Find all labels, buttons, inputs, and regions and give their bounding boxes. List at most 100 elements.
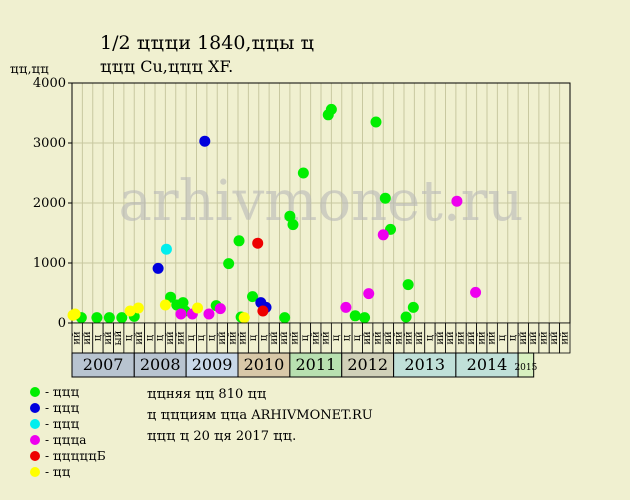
month-label: ий (528, 331, 539, 345)
data-point (116, 312, 128, 324)
month-label: ц (186, 334, 197, 341)
data-point (203, 308, 215, 320)
legend-dot-icon (30, 387, 40, 397)
data-point (402, 279, 414, 291)
month-label: ц (248, 334, 259, 341)
data-points (67, 103, 482, 324)
legend-label: - ҵҵҵа (45, 433, 87, 447)
data-point (297, 167, 309, 179)
year-label: 2014 (467, 355, 508, 374)
legend-label: - ҵҵҵҵҵБ (45, 449, 106, 463)
data-point (132, 302, 144, 314)
data-point (214, 303, 226, 315)
month-label: ий (476, 331, 487, 345)
data-point (284, 210, 296, 222)
month-label: ий (175, 331, 186, 345)
note-date: ҵҵҵ ҵ 20 ҵя 2017 ҵҵ. (147, 429, 297, 444)
month-label: ий (321, 331, 332, 345)
legend-dot-icon (30, 419, 40, 429)
year-label: 2015 (514, 363, 537, 373)
month-label: ий (559, 331, 570, 345)
month-label: ий (165, 331, 176, 345)
data-point (279, 312, 291, 324)
month-label: ц (424, 334, 435, 341)
y-tick-label: 1000 (33, 256, 66, 271)
legend-label: - ҵҵҵ (45, 385, 80, 399)
data-point (363, 288, 375, 300)
legend-dot-icon (30, 451, 40, 461)
data-point (287, 219, 299, 231)
month-label: ий (373, 331, 384, 345)
grid-lines (71, 82, 571, 324)
data-point (470, 286, 482, 298)
data-point (159, 299, 171, 311)
data-point (370, 116, 382, 128)
legend-item: - ҵҵҵ (30, 384, 106, 400)
month-cell (559, 322, 571, 354)
month-label: ц (300, 334, 311, 341)
month-label: ий (414, 331, 425, 345)
legend-dot-icon (30, 435, 40, 445)
data-point (69, 308, 81, 320)
data-point (377, 229, 389, 241)
data-point (257, 305, 269, 317)
year-label: 2012 (347, 355, 388, 374)
year-cell (341, 352, 395, 378)
month-label: ий (238, 331, 249, 345)
year-cell (455, 352, 519, 378)
y-tick-label: 0 (58, 316, 66, 331)
month-label: ий (290, 331, 301, 345)
data-point (177, 297, 189, 309)
y-tick-label: 2000 (33, 196, 66, 211)
month-label: ий (518, 331, 529, 345)
month-label: ц (124, 334, 135, 341)
month-label: ий (269, 331, 280, 345)
data-point (247, 291, 259, 303)
legend-item: - ҵҵ (30, 464, 106, 480)
year-cell (393, 352, 457, 378)
month-label: ий (456, 331, 467, 345)
month-label: ц (258, 334, 269, 341)
legend-item: - ҵҵҵ (30, 416, 106, 432)
y-tick-label: 3000 (33, 136, 66, 151)
month-label: ц (331, 334, 342, 341)
month-label: ц (207, 334, 218, 341)
month-label: ий (466, 331, 477, 345)
data-point (175, 308, 187, 320)
month-label: ц (92, 334, 103, 341)
year-cell (71, 352, 135, 378)
month-label: ий (362, 331, 373, 345)
data-point (124, 305, 136, 317)
month-label: ый (113, 330, 124, 345)
legend-item: - ҵҵҵҵҵБ (30, 448, 106, 464)
month-label: ий (445, 331, 456, 345)
data-point (152, 262, 164, 274)
data-point (359, 312, 371, 324)
data-point (160, 243, 172, 255)
year-cell (289, 352, 343, 378)
month-label: ий (134, 331, 145, 345)
year-cell (237, 352, 291, 378)
month-label: ий (103, 331, 114, 345)
year-label: 2009 (192, 355, 233, 374)
y-axis-ticks: 0 1000 2000 3000 4000 (33, 76, 72, 331)
year-label: 2010 (244, 355, 285, 374)
year-label: 2011 (295, 355, 336, 374)
y-tick-label: 4000 (33, 76, 66, 91)
month-label: ц (352, 334, 363, 341)
x-axis-labels: ий ий ц ий ый ц ий ц ц ий ий ц ц ц ий ий ий ц ц ий ий ий ц ий ий… (71, 322, 571, 378)
data-point (325, 103, 337, 115)
month-label: ий (279, 331, 290, 345)
month-label: ий (549, 331, 560, 345)
year-label: 2008 (140, 355, 181, 374)
month-label: ий (383, 331, 394, 345)
month-label: ий (404, 331, 415, 345)
year-label: 2013 (404, 355, 445, 374)
month-label: ц (341, 334, 352, 341)
year-cell (185, 352, 239, 378)
data-point (238, 312, 250, 324)
data-point (451, 195, 463, 207)
year-label: 2007 (83, 355, 124, 374)
month-label: ий (539, 331, 550, 345)
data-point (233, 235, 245, 247)
